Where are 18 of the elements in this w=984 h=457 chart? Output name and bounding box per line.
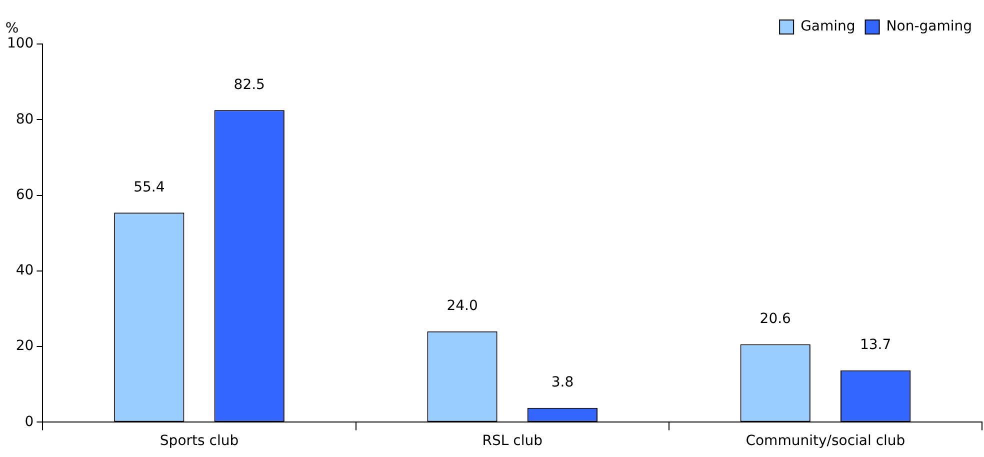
data-label: 20.6	[760, 310, 792, 327]
x-tick-label: RSL club	[482, 433, 543, 450]
legend-label: Non-gaming	[886, 18, 972, 35]
data-label: 82.5	[234, 76, 265, 93]
y-tick-label: 20	[16, 338, 34, 354]
x-tick-label: Sports club	[160, 433, 239, 450]
y-tick-label: 0	[24, 414, 34, 430]
x-tick-label: Community/social club	[746, 433, 906, 450]
data-label: 55.4	[134, 179, 165, 196]
legend-label: Gaming	[800, 18, 856, 35]
y-tick-label: 80	[16, 111, 34, 128]
data-label: 24.0	[446, 298, 478, 314]
y-axis-title: %	[5, 20, 19, 37]
data-label: 13.7	[860, 337, 892, 354]
y-tick-label: 40	[16, 262, 34, 279]
y-tick-label: 100	[6, 36, 34, 52]
data-label: 3.8	[551, 374, 574, 390]
y-tick-label: 60	[16, 186, 34, 203]
